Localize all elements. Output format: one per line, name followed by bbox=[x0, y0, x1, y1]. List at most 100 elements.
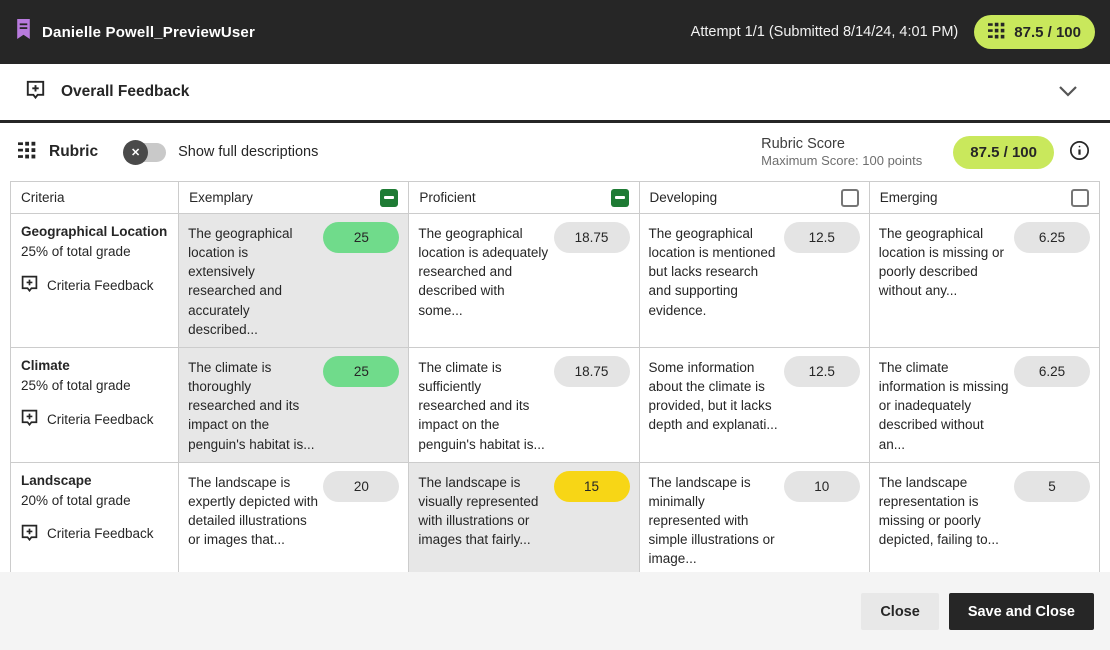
cell-description: The geographical location is mentioned b… bbox=[648, 226, 776, 318]
info-circle-icon bbox=[1069, 140, 1090, 164]
overall-feedback-title: Overall Feedback bbox=[61, 83, 190, 100]
toggle-label: Show full descriptions bbox=[178, 144, 319, 160]
rubric-cell-selected[interactable]: The climate is thoroughly researched and… bbox=[178, 346, 410, 463]
cell-description: The geographical location is extensively… bbox=[188, 226, 293, 337]
criteria-feedback-button[interactable]: Criteria Feedback bbox=[21, 409, 154, 429]
points-pill-gray[interactable]: 20 bbox=[323, 470, 400, 502]
points-pill-gray[interactable]: 18.75 bbox=[553, 355, 630, 387]
cell-description: The landscape is expertly depicted with … bbox=[188, 474, 318, 548]
points-pill-gray[interactable]: 5 bbox=[1014, 470, 1090, 502]
points-pill-gray[interactable]: 6.25 bbox=[1014, 355, 1090, 387]
criteria-feedback-button[interactable]: Criteria Feedback bbox=[21, 524, 154, 544]
add-feedback-icon bbox=[21, 275, 38, 295]
rubric-grid-icon bbox=[18, 141, 36, 164]
points-pill-gray[interactable]: 10 bbox=[783, 470, 860, 502]
x-toggle-off-icon bbox=[123, 139, 149, 165]
column-header-developing: Developing bbox=[638, 181, 870, 214]
criteria-feedback-label: Criteria Feedback bbox=[47, 411, 154, 427]
rubric-header: Rubric Show full descriptions Rubric Sco… bbox=[0, 123, 1110, 181]
checkbox-minus-icon bbox=[614, 196, 625, 199]
chevron-down-icon bbox=[1056, 83, 1080, 102]
criterion-name: Climate bbox=[21, 357, 70, 373]
cell-description: The climate is thoroughly researched and… bbox=[188, 359, 315, 452]
cell-description: The geographical location is missing or … bbox=[878, 226, 1005, 299]
points-pill-yellow[interactable]: 15 bbox=[553, 470, 630, 502]
rubric-cell[interactable]: The landscape representation is missing … bbox=[868, 461, 1100, 572]
grade-pill-value: 87.5 / 100 bbox=[1014, 23, 1081, 41]
cell-description: The landscape is minimally represented w… bbox=[648, 474, 775, 567]
criteria-feedback-button[interactable]: Criteria Feedback bbox=[21, 275, 154, 295]
rubric-score-badge: 87.5 / 100 bbox=[953, 135, 1054, 169]
toggle-track[interactable] bbox=[123, 139, 167, 165]
column-label: Exemplary bbox=[189, 190, 253, 205]
rubric-cell[interactable]: The climate is sufficiently researched a… bbox=[408, 346, 640, 463]
rubric-cell[interactable]: The climate information is missing or in… bbox=[868, 346, 1100, 463]
overall-feedback-expand-button[interactable] bbox=[1052, 79, 1084, 106]
criteria-feedback-label: Criteria Feedback bbox=[47, 526, 154, 542]
column-header-exemplary: Exemplary bbox=[178, 181, 410, 214]
criterion-name: Landscape bbox=[21, 472, 92, 488]
show-descriptions-toggle[interactable]: Show full descriptions bbox=[123, 139, 319, 165]
points-pill-gray[interactable]: 12.5 bbox=[783, 355, 860, 387]
grade-pill-button[interactable]: 87.5 / 100 bbox=[974, 15, 1095, 49]
cell-description: The geographical location is adequately … bbox=[418, 226, 549, 318]
rubric-grid-icon bbox=[988, 22, 1005, 43]
rubric-cell[interactable]: Some information about the climate is pr… bbox=[638, 346, 870, 463]
student-identity: Danielle Powell_PreviewUser bbox=[15, 19, 255, 45]
column-label: Emerging bbox=[879, 190, 938, 205]
rubric-cell[interactable]: The landscape is expertly depicted with … bbox=[178, 461, 410, 572]
save-and-close-button[interactable]: Save and Close bbox=[948, 593, 1094, 630]
rubric-title: Rubric bbox=[49, 143, 99, 160]
criterion-weight: 25% of total grade bbox=[21, 244, 131, 260]
cell-description: The landscape is visually represented wi… bbox=[418, 474, 539, 548]
rubric-cell[interactable]: The geographical location is mentioned b… bbox=[638, 213, 870, 348]
criteria-cell: Landscape 20% of total grade Criteria Feed… bbox=[10, 461, 180, 572]
column-checkbox-emerging-unchecked[interactable] bbox=[1071, 188, 1089, 207]
criterion-name: Geographical Location bbox=[21, 224, 168, 239]
rubric-row: Climate 25% of total grade Criteria Feedba… bbox=[10, 346, 1100, 463]
criterion-weight: 25% of total grade bbox=[21, 378, 131, 394]
top-bar: Danielle Powell_PreviewUser Attempt 1/1 … bbox=[0, 0, 1110, 64]
overall-feedback-section: Overall Feedback bbox=[0, 64, 1110, 123]
criterion-weight: 20% of total grade bbox=[21, 492, 131, 508]
rubric-max-score-label: Maximum Score: 100 points bbox=[761, 153, 923, 168]
rubric-table-container: Criteria Exemplary Proficient Developing Em… bbox=[10, 181, 1100, 572]
rubric-info-button[interactable] bbox=[1067, 138, 1092, 166]
submission-bookmark-icon bbox=[15, 19, 32, 45]
points-pill-green[interactable]: 25 bbox=[323, 222, 400, 253]
criteria-cell: Geographical Location 25% of total grade C… bbox=[10, 213, 180, 348]
student-name: Danielle Powell_PreviewUser bbox=[42, 23, 256, 41]
close-button[interactable]: Close bbox=[861, 593, 939, 630]
cell-description: Some information about the climate is pr… bbox=[648, 359, 778, 433]
rubric-row: Landscape 20% of total grade Criteria Feed… bbox=[10, 461, 1100, 572]
add-feedback-icon bbox=[21, 524, 38, 544]
footer-bar: Close Save and Close bbox=[0, 572, 1110, 650]
add-feedback-icon bbox=[21, 409, 38, 429]
points-pill-gray[interactable]: 6.25 bbox=[1014, 222, 1090, 253]
checkbox-minus-icon bbox=[384, 196, 395, 199]
rubric-score-label: Rubric Score bbox=[761, 136, 845, 152]
add-feedback-icon bbox=[26, 80, 45, 104]
rubric-cell-selected[interactable]: The geographical location is extensively… bbox=[178, 213, 410, 348]
rubric-cell[interactable]: The geographical location is adequately … bbox=[408, 213, 640, 348]
points-pill-green[interactable]: 25 bbox=[323, 355, 400, 387]
cell-description: The climate is sufficiently researched a… bbox=[418, 359, 545, 452]
column-label: Proficient bbox=[419, 190, 476, 205]
criteria-column-header: Criteria bbox=[10, 181, 180, 214]
column-checkbox-exemplary-checked[interactable] bbox=[380, 188, 399, 207]
rubric-cell[interactable]: The geographical location is missing or … bbox=[868, 213, 1100, 348]
criteria-feedback-label: Criteria Feedback bbox=[47, 277, 154, 293]
criteria-cell: Climate 25% of total grade Criteria Feedba… bbox=[10, 346, 180, 463]
points-pill-gray[interactable]: 18.75 bbox=[553, 222, 630, 253]
cell-description: The landscape representation is missing … bbox=[878, 474, 999, 548]
rubric-cell-selected[interactable]: The landscape is visually represented wi… bbox=[408, 461, 640, 572]
points-pill-gray[interactable]: 12.5 bbox=[783, 222, 860, 253]
column-label: Developing bbox=[649, 190, 718, 205]
rubric-table-header-row: Criteria Exemplary Proficient Developing Em… bbox=[10, 181, 1100, 214]
rubric-score-block: Rubric Score Maximum Score: 100 points bbox=[761, 136, 922, 168]
rubric-cell[interactable]: The landscape is minimally represented w… bbox=[638, 461, 870, 572]
column-header-proficient: Proficient bbox=[408, 181, 640, 214]
cell-description: The climate information is missing or in… bbox=[878, 359, 1009, 452]
column-checkbox-proficient-checked[interactable] bbox=[610, 188, 629, 207]
column-checkbox-developing-unchecked[interactable] bbox=[840, 188, 859, 207]
